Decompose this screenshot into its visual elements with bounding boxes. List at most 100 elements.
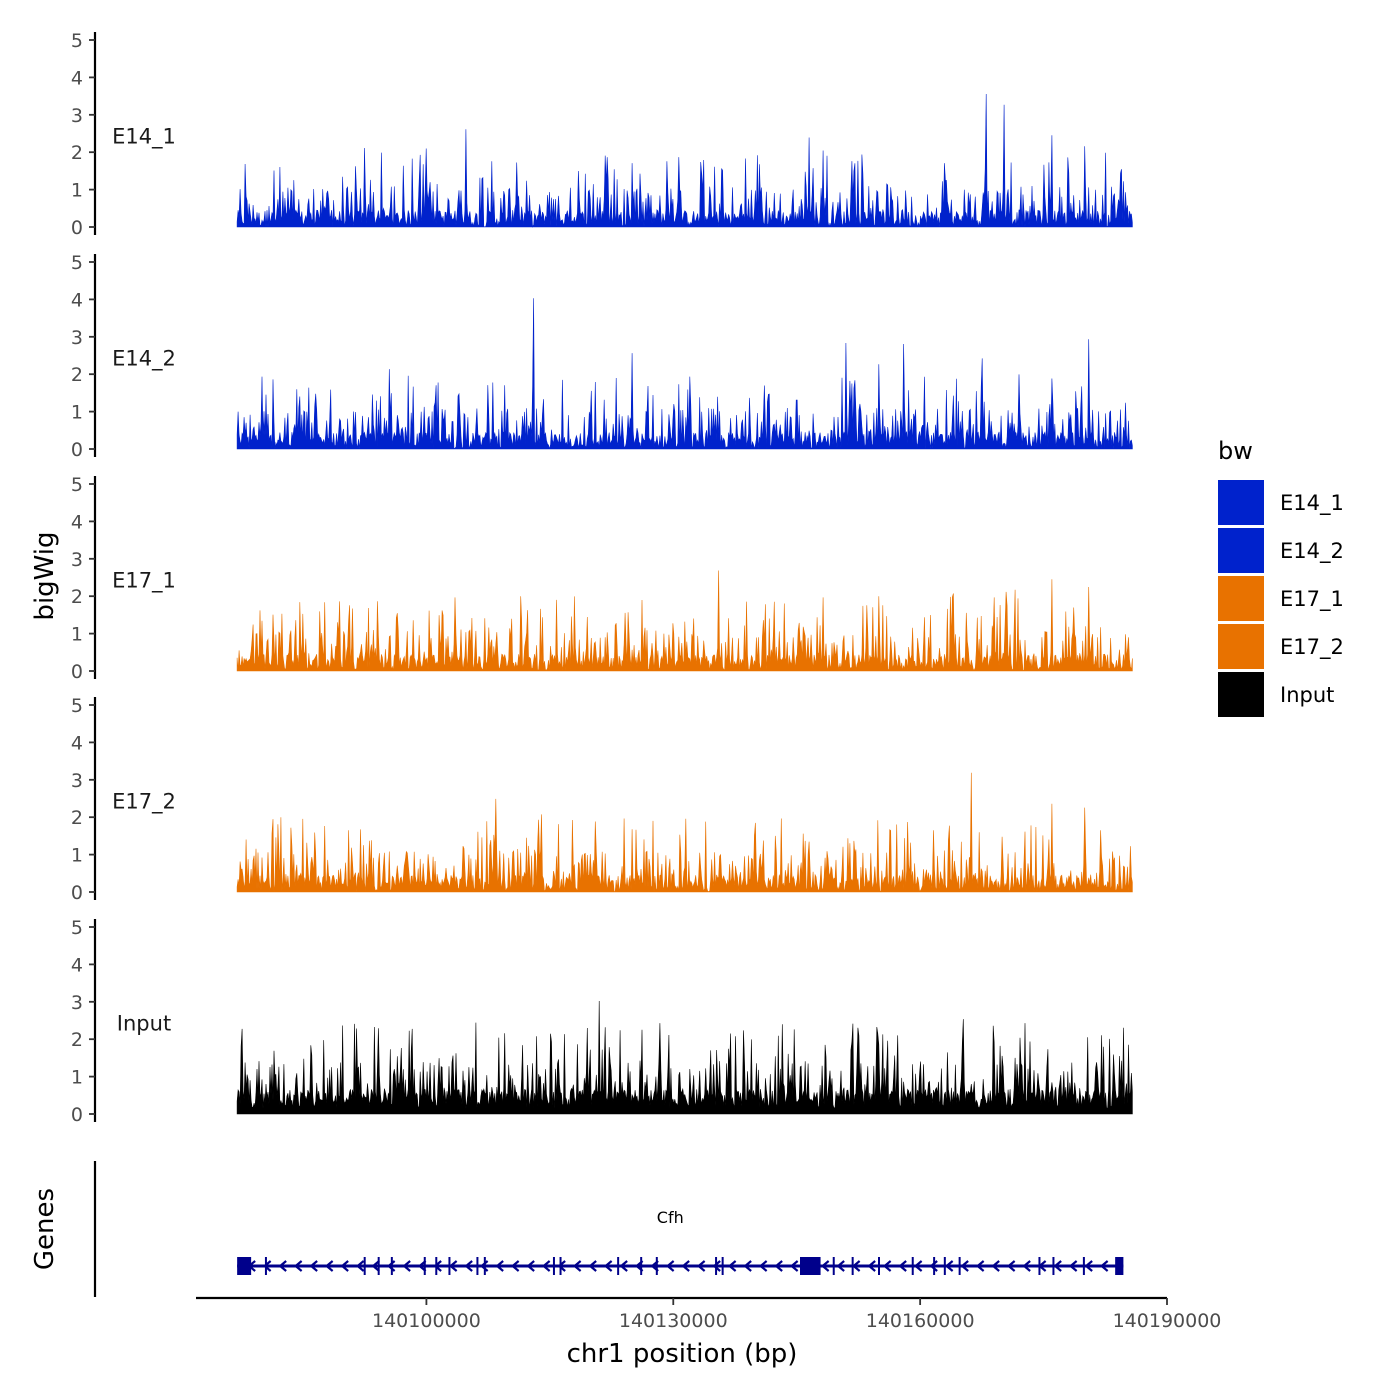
strand-arrow <box>526 1260 535 1272</box>
strand-arrow <box>882 1260 892 1272</box>
coverage-area-e17-1 <box>236 570 1133 672</box>
strand-arrow <box>913 1260 923 1272</box>
bigwig-tracks: 0 1 2 3 4 5 E14_1 0 1 2 3 4 5 E14_2 0 1 2 3 4 5 E17_1 0 1 2 3 4 5 E… <box>71 30 1133 1126</box>
y-tick-label: 4 <box>71 67 83 89</box>
legend-swatch <box>1218 672 1264 717</box>
gene-label: Cfh <box>657 1208 684 1227</box>
y-tick-label: 5 <box>71 252 83 274</box>
legend-label: E17_1 <box>1280 587 1344 612</box>
strand-arrow <box>929 1260 938 1272</box>
legend-label: E17_2 <box>1280 635 1344 660</box>
strand-arrow <box>867 1260 876 1272</box>
strand-arrow <box>898 1260 907 1272</box>
strand-arrow <box>417 1260 427 1272</box>
strand-arrow <box>743 1260 752 1272</box>
track-label: E14_2 <box>112 346 176 371</box>
track-e17-1: 0 1 2 3 4 5 E17_1 <box>71 474 1133 683</box>
legend-label: Input <box>1280 683 1334 707</box>
strand-arrow <box>774 1260 783 1272</box>
y-tick-label: 1 <box>71 402 83 424</box>
exon-block <box>799 1257 821 1275</box>
strand-arrow <box>464 1260 473 1272</box>
strand-arrow <box>991 1260 1000 1272</box>
strand-arrow <box>402 1260 411 1272</box>
track-label: E17_2 <box>112 789 176 814</box>
strand-arrow <box>758 1260 768 1272</box>
legend-swatch <box>1218 576 1264 621</box>
strand-arrow <box>789 1260 799 1272</box>
y-tick-label: 0 <box>71 1104 83 1126</box>
legend-title: bw <box>1218 437 1253 465</box>
strand-arrow <box>355 1260 365 1272</box>
track-e17-2: 0 1 2 3 4 5 E17_2 <box>71 695 1133 904</box>
track-input: 0 1 2 3 4 5 Input <box>71 917 1133 1126</box>
strand-arrow <box>960 1260 969 1272</box>
legend: bw E14_1 E14_2 E17_1 E17_2 Input <box>1218 437 1344 717</box>
x-tick-label: 140130000 <box>619 1310 728 1332</box>
strand-arrow <box>278 1260 287 1272</box>
strand-arrow <box>510 1260 520 1272</box>
track-label: Input <box>117 1011 171 1035</box>
legend-label: E14_2 <box>1280 539 1344 564</box>
y-tick-label: 1 <box>71 845 83 867</box>
strand-arrow <box>293 1260 303 1272</box>
strand-arrow <box>944 1260 954 1272</box>
track-e14-1: 0 1 2 3 4 5 E14_1 <box>71 30 1133 239</box>
x-tick-label: 140160000 <box>866 1310 975 1332</box>
strand-arrow <box>309 1260 318 1272</box>
y-tick-label: 0 <box>71 661 83 683</box>
legend-swatch <box>1218 528 1264 573</box>
strand-arrow <box>1099 1260 1109 1272</box>
y-tick-label: 3 <box>71 327 83 349</box>
strand-arrow <box>665 1260 675 1272</box>
x-tick-label: 140100000 <box>372 1310 481 1332</box>
legend-swatch <box>1218 480 1264 525</box>
strand-arrow <box>433 1260 442 1272</box>
strand-arrow <box>619 1260 628 1272</box>
strand-arrow <box>1053 1260 1062 1272</box>
x-axis: 140100000 140130000 140160000 140190000 <box>196 1296 1222 1332</box>
strand-arrow <box>681 1260 690 1272</box>
y-tick-label: 4 <box>71 511 83 533</box>
y-tick-label: 5 <box>71 474 83 496</box>
coverage-area-input <box>236 1000 1133 1115</box>
strand-arrow <box>448 1260 458 1272</box>
coverage-area-e17-2 <box>236 772 1133 893</box>
strand-arrow <box>340 1260 349 1272</box>
x-tick-label: 140190000 <box>1113 1310 1222 1332</box>
y-tick-label: 2 <box>71 142 83 164</box>
strand-arrow <box>727 1260 737 1272</box>
strand-arrow <box>1022 1260 1031 1272</box>
strand-arrow <box>262 1260 272 1272</box>
strand-arrow <box>1068 1260 1078 1272</box>
legend-swatch <box>1218 624 1264 669</box>
genes-axis-title: Genes <box>30 1188 60 1270</box>
strand-arrow <box>1006 1260 1016 1272</box>
y-tick-label: 2 <box>71 1029 83 1051</box>
y-tick-label: 2 <box>71 807 83 829</box>
y-tick-label: 2 <box>71 364 83 386</box>
y-tick-label: 0 <box>71 439 83 461</box>
strand-arrow <box>588 1260 597 1272</box>
y-tick-label: 5 <box>71 917 83 939</box>
y-axis-title: bigWig <box>30 531 60 620</box>
strand-arrow <box>371 1260 380 1272</box>
y-tick-label: 1 <box>71 624 83 646</box>
coverage-area-e14-2 <box>236 298 1133 450</box>
strand-arrow <box>557 1260 566 1272</box>
strand-arrow <box>975 1260 985 1272</box>
exon-block <box>237 1257 252 1275</box>
strand-arrow <box>603 1260 613 1272</box>
strand-arrow <box>836 1260 845 1272</box>
y-tick-label: 3 <box>71 770 83 792</box>
strand-arrow <box>1084 1260 1093 1272</box>
strand-arrow <box>820 1260 830 1272</box>
exon-block <box>1115 1257 1124 1275</box>
y-tick-label: 2 <box>71 586 83 608</box>
track-e14-2: 0 1 2 3 4 5 E14_2 <box>71 252 1133 461</box>
y-tick-label: 4 <box>71 732 83 754</box>
y-tick-label: 1 <box>71 1067 83 1089</box>
x-axis-title: chr1 position (bp) <box>567 1339 798 1369</box>
track-label: E17_1 <box>112 568 176 593</box>
strand-arrow <box>541 1260 551 1272</box>
